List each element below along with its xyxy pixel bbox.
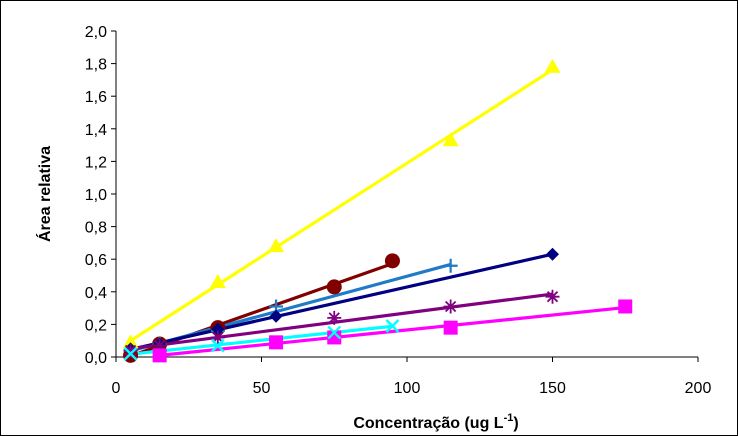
data-point-series-5 [123, 343, 138, 358]
data-point-series-6 [618, 299, 633, 314]
data-point-series-7 [385, 319, 400, 333]
x-tick-label: 150 [539, 380, 566, 397]
ticks: 0,0 0,2 0,4 0,6 0,8 1,0 1,2 1,4 1,6 1,8 2,0 0 50 100 1… [85, 24, 712, 397]
data-point-series-6 [443, 320, 458, 335]
x-axis-label-main: Concentração (ug L [353, 415, 503, 432]
x-tick-label: 200 [685, 380, 712, 397]
data-point-series-5 [443, 299, 458, 314]
y-tick-label: 0,4 [85, 285, 107, 302]
data-point-series-1 [209, 274, 226, 289]
y-tick-label: 0,6 [85, 252, 107, 269]
y-axis-label: Área relativa [35, 146, 54, 242]
data-point-series-2 [326, 279, 342, 295]
y-tick-label: 1,8 [85, 57, 107, 74]
data-point-series-6 [152, 348, 167, 363]
x-tick-label: 50 [253, 380, 271, 397]
x-tick-label: 100 [394, 380, 421, 397]
x-tick-label: 0 [112, 380, 121, 397]
data-point-series-6 [269, 335, 284, 350]
y-tick-label: 1,4 [85, 122, 107, 139]
data-point-series-7 [327, 325, 342, 340]
trendline-series-1 [129, 68, 554, 343]
data-point-series-5 [210, 330, 225, 345]
data-point-series-5 [327, 310, 342, 325]
data-point-series-1 [544, 58, 561, 73]
data-point-series-7 [123, 346, 138, 361]
x-axis-label-end: ) [513, 415, 518, 432]
y-tick-label: 1,6 [85, 89, 107, 106]
x-axis-label-superscript: -1 [504, 412, 514, 424]
trendline-series-4 [130, 252, 553, 351]
data-point-series-1 [442, 132, 459, 147]
data-point-series-7 [211, 338, 225, 353]
x-axis-label: Concentração (ug L-1) [353, 412, 518, 432]
y-tick-label: 1,2 [85, 154, 107, 171]
trendline-series-6 [159, 305, 626, 357]
series-group [122, 58, 633, 363]
data-point-series-1 [122, 334, 139, 349]
y-tick-label: 0,0 [85, 350, 107, 367]
y-tick-label: 1,0 [85, 187, 107, 204]
trendline-series-5 [130, 292, 553, 351]
trendline-series-7 [130, 324, 393, 356]
data-point-series-2 [384, 253, 400, 269]
data-point-series-5 [152, 338, 167, 353]
data-point-series-4 [269, 309, 283, 323]
data-point-series-1 [268, 238, 285, 253]
data-point-series-4 [211, 322, 225, 336]
data-point-series-3 [443, 258, 458, 273]
y-tick-label: 2,0 [85, 24, 107, 41]
data-point-series-6 [327, 330, 342, 345]
data-point-series-5 [545, 289, 560, 304]
y-tick-label: 0,2 [85, 317, 107, 334]
y-tick-label: 0,8 [85, 220, 107, 237]
data-point-series-4 [546, 247, 559, 261]
